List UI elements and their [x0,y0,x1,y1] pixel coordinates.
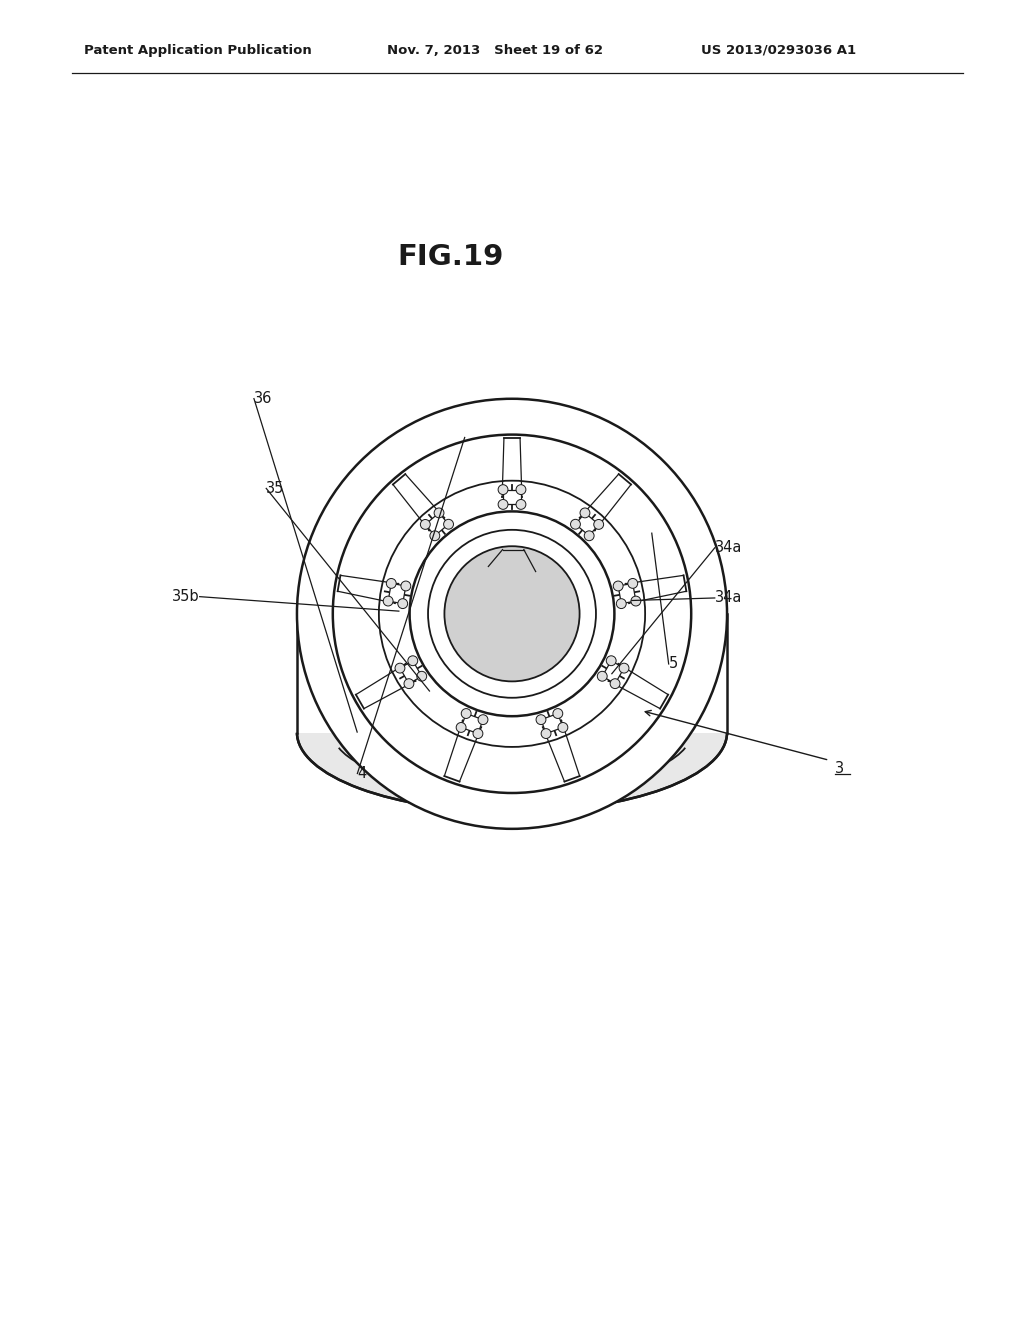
Circle shape [631,597,641,606]
Polygon shape [425,513,449,536]
Text: US 2013/0293036 A1: US 2013/0293036 A1 [701,44,856,57]
Text: FIG.19: FIG.19 [397,243,504,272]
Circle shape [410,511,614,717]
Polygon shape [541,714,563,734]
Circle shape [404,678,414,689]
Circle shape [421,520,430,529]
Circle shape [616,599,627,609]
Circle shape [610,678,620,689]
Bar [287,603,737,733]
Circle shape [628,578,638,589]
Polygon shape [388,583,406,603]
Circle shape [473,729,483,738]
Circle shape [428,529,596,698]
Circle shape [580,508,590,517]
Circle shape [498,484,508,495]
Circle shape [461,709,471,718]
Circle shape [297,399,727,829]
Circle shape [558,722,568,733]
Text: Nov. 7, 2013   Sheet 19 of 62: Nov. 7, 2013 Sheet 19 of 62 [387,44,603,57]
Circle shape [395,663,404,673]
Text: 34a: 34a [715,590,742,606]
Circle shape [397,599,408,609]
Text: Patent Application Publication: Patent Application Publication [84,44,311,57]
Circle shape [606,656,616,665]
Circle shape [430,531,439,541]
Text: 36: 36 [254,391,272,407]
Circle shape [443,519,454,529]
Ellipse shape [297,653,727,812]
Polygon shape [618,583,636,603]
Circle shape [570,519,581,529]
Circle shape [379,480,645,747]
Circle shape [597,672,607,681]
Text: 34a: 34a [715,540,742,556]
Circle shape [585,531,594,541]
Circle shape [383,597,393,606]
Circle shape [478,714,488,725]
Circle shape [613,581,623,591]
Circle shape [434,508,444,517]
Circle shape [516,499,526,510]
Circle shape [401,581,411,591]
Polygon shape [503,490,521,504]
Circle shape [386,578,396,589]
Circle shape [444,546,580,681]
Polygon shape [461,714,483,734]
Polygon shape [400,661,422,684]
Polygon shape [575,513,599,536]
Polygon shape [602,661,624,684]
Circle shape [333,434,691,793]
Text: 5: 5 [669,656,678,672]
Circle shape [594,520,603,529]
Text: 4: 4 [357,766,367,781]
Circle shape [456,722,466,733]
Text: 35: 35 [266,480,285,496]
Circle shape [417,672,427,681]
Circle shape [541,729,551,738]
Text: 35b: 35b [172,589,200,605]
Text: 3: 3 [835,760,844,776]
Circle shape [536,714,546,725]
Circle shape [408,656,418,665]
Circle shape [516,484,526,495]
Circle shape [620,663,629,673]
Circle shape [498,499,508,510]
Circle shape [553,709,563,718]
